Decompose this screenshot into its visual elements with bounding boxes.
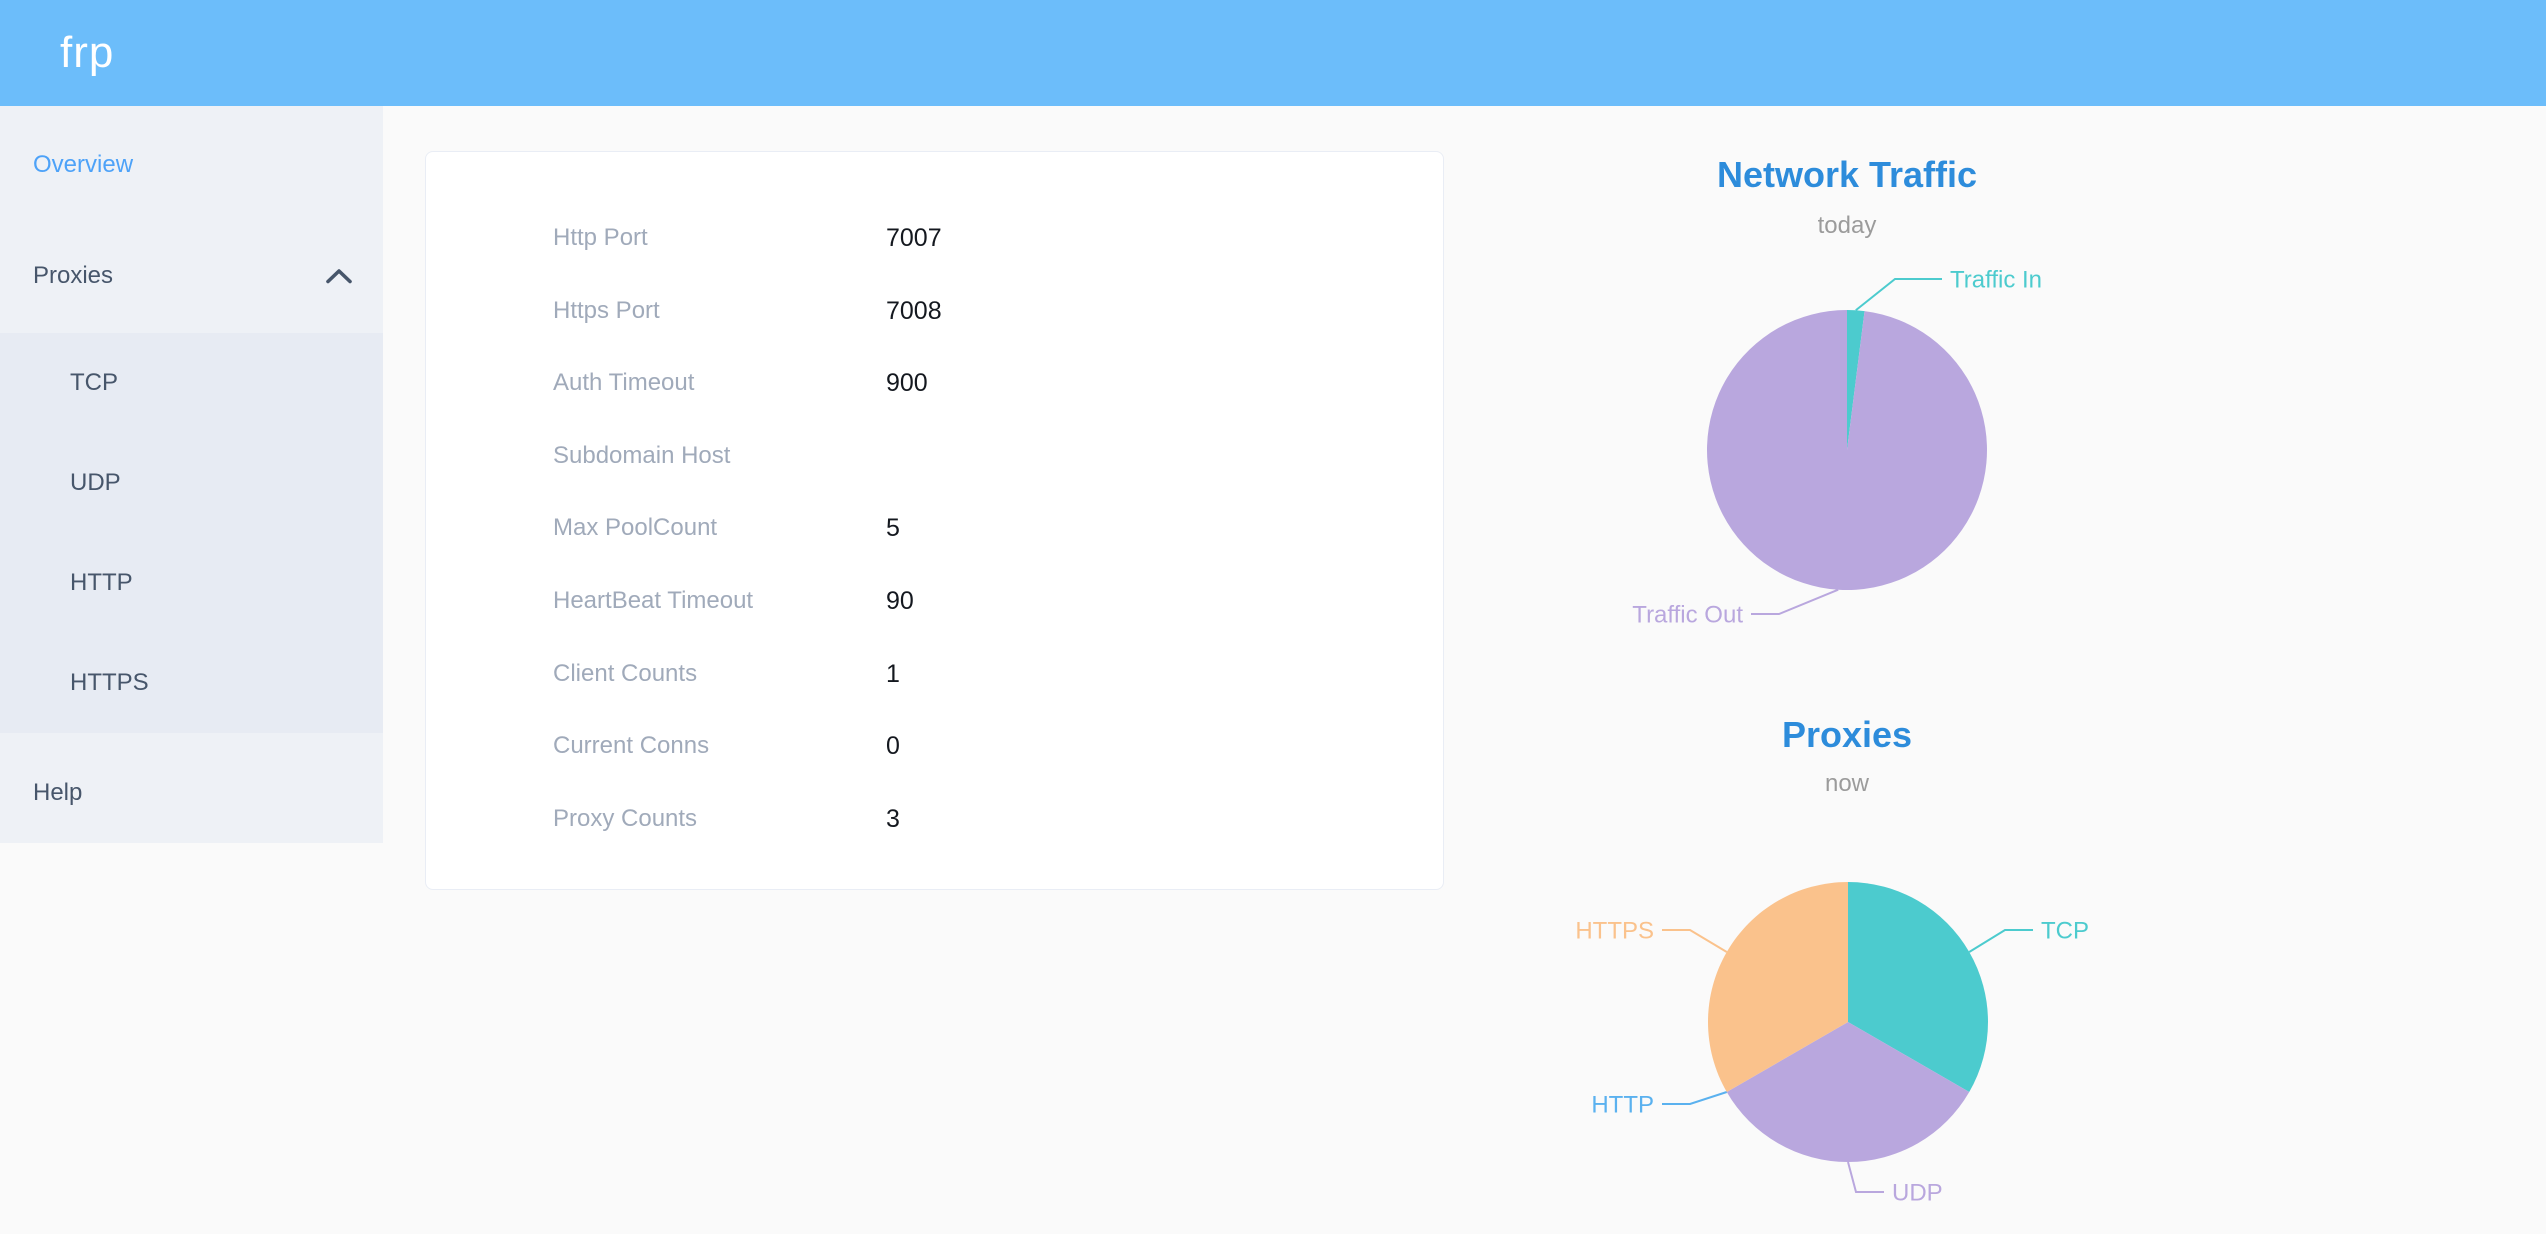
pie-slice-traffic-in[interactable] bbox=[1847, 310, 1865, 450]
sidebar-item-proxies[interactable]: Proxies bbox=[0, 242, 383, 310]
app-header: frp bbox=[0, 0, 2546, 106]
config-row-value: 900 bbox=[886, 369, 928, 398]
sidebar-item-overview[interactable]: Overview bbox=[0, 131, 383, 199]
config-row-label: Https Port bbox=[553, 296, 660, 324]
config-row: Proxy Counts 3 bbox=[426, 801, 1443, 837]
pie-slice-udp[interactable] bbox=[1726, 1022, 1970, 1162]
config-row-label: Client Counts bbox=[553, 659, 698, 687]
pie-leader-https bbox=[1662, 929, 1728, 953]
config-row: Auth Timeout 900 bbox=[426, 365, 1443, 401]
sidebar-item-label: Proxies bbox=[33, 262, 114, 289]
config-row-label: Current Conns bbox=[553, 732, 710, 760]
sidebar-subitem-https[interactable]: HTTPS bbox=[0, 633, 383, 733]
pie-slice-traffic-out[interactable] bbox=[1706, 310, 1987, 590]
app-logo[interactable]: frp bbox=[60, 28, 115, 77]
config-row: Subdomain Host bbox=[426, 438, 1443, 474]
sidebar: Overview Proxies TCP UDP HTTP HTTPS Help bbox=[0, 106, 383, 843]
config-row-label: Proxy Counts bbox=[553, 804, 698, 832]
config-row: Current Conns 0 bbox=[426, 728, 1443, 764]
config-row-label: Subdomain Host bbox=[553, 441, 731, 469]
pie-label-udp: UDP bbox=[1892, 1180, 1943, 1207]
config-row: Https Port 7008 bbox=[426, 293, 1443, 329]
sidebar-item-help[interactable]: Help bbox=[0, 759, 383, 827]
chart-title-proxies: Proxies bbox=[1781, 714, 1913, 755]
pie-leader-traffic-out bbox=[1751, 588, 1839, 615]
config-row: Http Port 7007 bbox=[426, 220, 1443, 256]
pie-label-http: HTTP bbox=[1591, 1092, 1654, 1119]
pie-slice-tcp[interactable] bbox=[1848, 882, 1989, 1092]
chart-subtitle-network-traffic: today bbox=[1817, 212, 1877, 239]
sidebar-subitem-label: HTTP bbox=[70, 569, 133, 596]
proxies-pie-chart: TCP UDP HTTP HTTPS bbox=[1575, 882, 2089, 1207]
pie-label-traffic-in: Traffic In bbox=[1950, 267, 2042, 294]
pie-leader-udp bbox=[1847, 1161, 1884, 1193]
server-config-card: Http Port 7007 Https Port 7008 Auth Timeout 9… bbox=[425, 151, 1444, 890]
config-row-value: 0 bbox=[886, 732, 900, 761]
chart-subtitle-proxies: now bbox=[1824, 770, 1870, 797]
pie-label-https: HTTPS bbox=[1575, 918, 1654, 945]
sidebar-subitem-http[interactable]: HTTP bbox=[0, 533, 383, 633]
chevron-up-icon[interactable] bbox=[325, 267, 353, 285]
network-traffic-pie-chart: Traffic In Traffic Out bbox=[1632, 267, 2042, 629]
pie-slice-https[interactable] bbox=[1707, 882, 1848, 1092]
config-row-value: 90 bbox=[886, 587, 914, 615]
sidebar-subitem-label: UDP bbox=[70, 469, 121, 496]
config-row-value: 7008 bbox=[886, 296, 942, 325]
config-row-value: 3 bbox=[886, 804, 900, 833]
sidebar-item-label: Overview bbox=[33, 151, 134, 178]
config-row-label: Max PoolCount bbox=[553, 514, 718, 542]
pie-leader-traffic-in bbox=[1855, 278, 1942, 312]
sidebar-item-label: Help bbox=[33, 779, 83, 806]
config-row: HeartBeat Timeout 90 bbox=[426, 583, 1443, 619]
chart-title-network-traffic: Network Traffic bbox=[1716, 154, 1978, 195]
pie-label-traffic-out: Traffic Out bbox=[1632, 602, 1743, 629]
sidebar-subitem-label: TCP bbox=[70, 369, 118, 396]
config-row-label: Auth Timeout bbox=[553, 369, 695, 397]
config-row-value: 1 bbox=[886, 659, 900, 688]
pie-leader-tcp bbox=[1968, 929, 2033, 953]
config-row-value: 5 bbox=[886, 514, 900, 543]
config-row-label: Http Port bbox=[553, 224, 648, 251]
pie-leader-http bbox=[1662, 1091, 1728, 1105]
sidebar-submenu-proxies: TCP UDP HTTP HTTPS bbox=[0, 333, 383, 733]
pie-label-tcp: TCP bbox=[2041, 918, 2089, 945]
config-row: Max PoolCount 5 bbox=[426, 510, 1443, 546]
sidebar-subitem-udp[interactable]: UDP bbox=[0, 433, 383, 533]
config-row-value: 7007 bbox=[886, 224, 942, 252]
config-row-label: HeartBeat Timeout bbox=[553, 587, 754, 614]
sidebar-subitem-label: HTTPS bbox=[70, 669, 149, 696]
config-row: Client Counts 1 bbox=[426, 656, 1443, 692]
sidebar-subitem-tcp[interactable]: TCP bbox=[0, 333, 383, 433]
